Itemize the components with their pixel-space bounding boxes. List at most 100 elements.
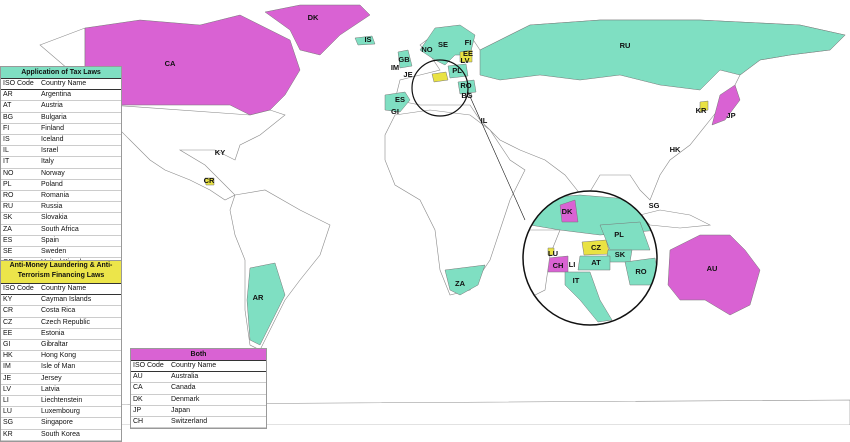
country-label: AU <box>707 264 718 273</box>
table-cell: Luxembourg <box>41 408 80 416</box>
table-cell: IT <box>3 158 10 166</box>
inset-country-label: AT <box>591 258 601 267</box>
table-cell: JE <box>3 374 12 382</box>
country-label: CA <box>165 59 176 68</box>
table-cell: CR <box>3 307 14 315</box>
country-label: KR <box>696 106 707 115</box>
country-label: SE <box>438 40 448 49</box>
table-row: ZA South Africa <box>1 225 121 236</box>
table-row: IS Iceland <box>1 135 121 147</box>
table-cell: LI <box>3 397 9 405</box>
table-cell: Latvia <box>41 385 60 393</box>
table-row: FI Finland <box>1 124 121 136</box>
header-cell: ISO Code <box>3 285 34 292</box>
country-label: PL <box>452 66 462 75</box>
table-cell: Israel <box>41 147 59 155</box>
table-cell: AU <box>133 373 143 381</box>
table-title: Both <box>131 349 266 361</box>
inset-country-label: CH <box>553 261 564 270</box>
table-row: LI Liechtenstein <box>1 396 121 408</box>
table-row: ES Spain <box>1 236 121 248</box>
table-row: CZ Czech Republic <box>1 318 121 329</box>
table-cell: HK <box>3 352 13 360</box>
table-row: BG Bulgaria <box>1 113 121 124</box>
table-cell: Japan <box>171 406 191 414</box>
country-label: LV <box>460 56 469 65</box>
table-cell: Estonia <box>41 329 65 337</box>
table-cell: Spain <box>41 236 59 244</box>
table-row: KY Cayman Islands <box>1 295 121 307</box>
inset-country-label: RO <box>635 267 646 276</box>
table-cell: AT <box>3 102 12 110</box>
country-label: CR <box>204 176 215 185</box>
country-label: BG <box>461 91 472 100</box>
table-title: Anti-Money Laundering & Anti-Terrorism F… <box>1 261 121 284</box>
legend-table: Both ISO Code Country Name AU Australia CA Can… <box>130 348 267 430</box>
table-row: JP Japan <box>131 406 266 418</box>
table-row: IM Isle of Man <box>1 362 121 374</box>
table-title: Application of Tax Laws <box>1 67 121 79</box>
country-label: RU <box>620 41 631 50</box>
table-row: NO Norway <box>1 169 121 180</box>
table-cell: Poland <box>41 180 63 188</box>
table-cell: ES <box>3 236 13 244</box>
table-row: AR Argentina <box>1 90 121 102</box>
country-label: DK <box>308 13 319 22</box>
zoom-circle <box>411 59 469 117</box>
country-label: JP <box>726 111 735 120</box>
inset-country-label: PL <box>614 230 624 239</box>
table-cell: Austria <box>41 102 63 110</box>
table-cell: Bulgaria <box>41 113 67 121</box>
inset <box>523 191 657 325</box>
table-row: SE Sweden <box>1 247 121 259</box>
inset-country-label: CZ <box>591 243 601 252</box>
country-label: FI <box>465 38 472 47</box>
table-cell: IL <box>3 147 9 155</box>
table-header: ISO Code Country Name <box>1 79 121 91</box>
table-cell: SK <box>3 214 13 222</box>
table-cell: Argentina <box>41 91 71 99</box>
table-cell: CZ <box>3 318 13 326</box>
table-cell: Iceland <box>41 136 64 144</box>
table-row: GI Gibraltar <box>1 340 121 352</box>
table-cell: Italy <box>41 158 54 166</box>
table-row: SG Singapore <box>1 418 121 430</box>
table-cell: JP <box>133 406 142 414</box>
country-label: HK <box>670 145 681 154</box>
table-cell: Jersey <box>41 374 62 382</box>
table-cell: IS <box>3 136 10 144</box>
table-cell: LU <box>3 408 12 416</box>
table-cell: Slovakia <box>41 214 68 222</box>
table-row: DK Denmark <box>131 395 266 406</box>
table-cell: South Africa <box>41 225 79 233</box>
table-row: RU Russia <box>1 202 121 214</box>
table-cell: CH <box>133 418 144 426</box>
table-row: RO Romania <box>1 191 121 203</box>
table-cell: Australia <box>171 373 199 381</box>
table-row: AU Australia <box>131 372 266 384</box>
country-label: NO <box>421 45 432 54</box>
table-cell: Liechtenstein <box>41 397 83 405</box>
legend-table: Application of Tax Laws ISO Code Country N… <box>0 66 122 271</box>
country-label: ES <box>395 95 405 104</box>
header-cell: ISO Code <box>133 362 164 369</box>
table-row: HK Hong Kong <box>1 351 121 363</box>
table-cell: BG <box>3 113 14 121</box>
table-row: CH Switzerland <box>131 417 266 429</box>
table-row: AT Austria <box>1 101 121 113</box>
country-label: AR <box>253 293 264 302</box>
table-cell: EE <box>3 329 13 337</box>
zoom-connector <box>467 91 526 221</box>
table-cell: Cayman Islands <box>41 296 92 304</box>
table-row: KR South Korea <box>1 430 121 441</box>
country-label: KY <box>215 148 225 157</box>
table-cell: Russia <box>41 203 63 211</box>
country-label: IS <box>364 35 371 44</box>
table-cell: ZA <box>3 225 12 233</box>
table-header: ISO Code Country Name <box>131 361 266 373</box>
table-cell: SG <box>3 419 14 427</box>
table-cell: RO <box>3 192 14 200</box>
country-label: JE <box>403 70 412 79</box>
table-header: ISO Code Country Name <box>1 284 121 296</box>
country-label: IM <box>391 63 399 72</box>
